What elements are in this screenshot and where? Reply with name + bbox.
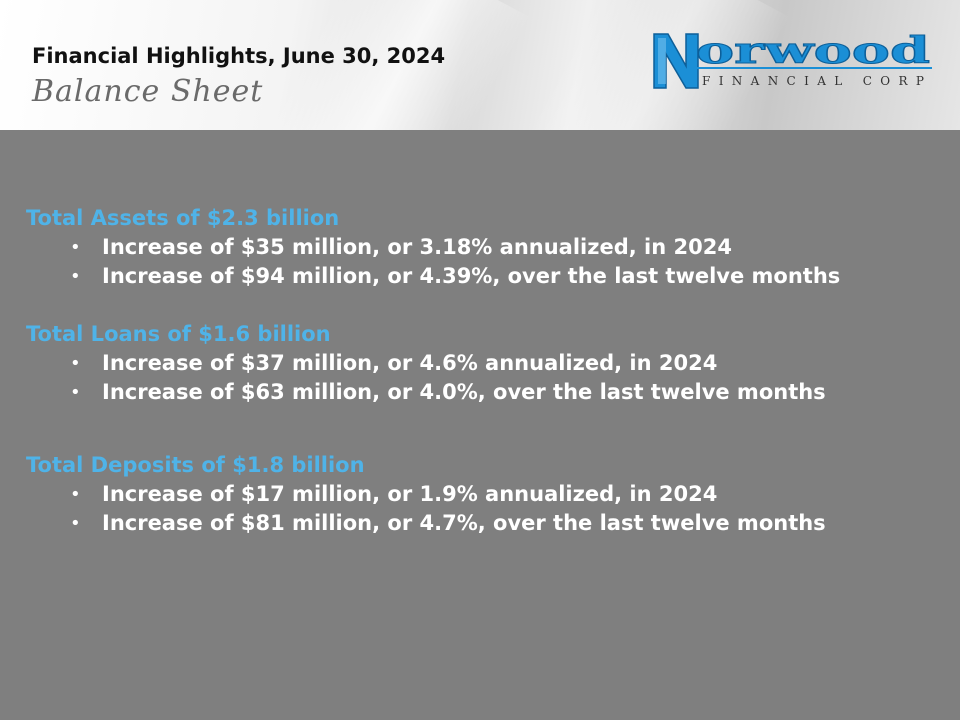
norwood-logo-graphic: orwood FINANCIAL CORP	[653, 32, 932, 89]
slide-content: Total Assets of $2.3 billion • Increase o…	[26, 204, 946, 538]
bullet-text: Increase of $17 million, or 1.9% annuali…	[102, 482, 718, 506]
section-heading: Total Assets of $2.3 billion	[26, 206, 340, 230]
section-spacer	[26, 407, 946, 451]
bullet-dot-icon: •	[70, 266, 81, 287]
bullet-list: • Increase of $37 million, or 4.6% annual…	[26, 349, 946, 407]
bullet-item: • Increase of $81 million, or 4.7%, over …	[26, 509, 946, 538]
page-subtitle: Balance Sheet	[32, 74, 264, 109]
bullet-text: Increase of $81 million, or 4.7%, over t…	[102, 511, 826, 535]
logo-tagline: FINANCIAL CORP	[702, 74, 930, 88]
section-total-deposits: Total Deposits of $1.8 billion • Increase…	[26, 451, 946, 538]
section-total-assets: Total Assets of $2.3 billion • Increase o…	[26, 204, 946, 291]
bullet-item: • Increase of $37 million, or 4.6% annual…	[26, 349, 946, 378]
bullet-dot-icon: •	[70, 353, 81, 374]
bullet-dot-icon: •	[70, 237, 81, 258]
bullet-dot-icon: •	[70, 513, 81, 534]
logo-initial-mark	[653, 33, 699, 89]
bullet-item: • Increase of $17 million, or 1.9% annual…	[26, 480, 946, 509]
bullet-list: • Increase of $35 million, or 3.18% annua…	[26, 233, 946, 291]
bullet-text: Increase of $35 million, or 3.18% annual…	[102, 235, 732, 259]
slide-header: Financial Highlights, June 30, 2024 Bala…	[0, 0, 960, 130]
section-spacer	[26, 291, 946, 320]
page-title: Financial Highlights, June 30, 2024	[32, 44, 446, 68]
bullet-dot-icon: •	[70, 484, 81, 505]
section-total-loans: Total Loans of $1.6 billion • Increase of…	[26, 320, 946, 407]
bullet-text: Increase of $63 million, or 4.0%, over t…	[102, 380, 826, 404]
bullet-item: • Increase of $35 million, or 3.18% annua…	[26, 233, 946, 262]
bullet-item: • Increase of $94 million, or 4.39%, over…	[26, 262, 862, 291]
bullet-list: • Increase of $17 million, or 1.9% annual…	[26, 480, 946, 538]
logo-wordmark: orwood	[696, 32, 930, 72]
section-heading: Total Deposits of $1.8 billion	[26, 453, 365, 477]
section-heading: Total Loans of $1.6 billion	[26, 322, 331, 346]
bullet-text: Increase of $94 million, or 4.39%, over …	[102, 264, 841, 288]
bullet-dot-icon: •	[70, 382, 81, 403]
bullet-item: • Increase of $63 million, or 4.0%, over …	[26, 378, 946, 407]
norwood-logo: orwood FINANCIAL CORP	[652, 32, 934, 92]
bullet-text: Increase of $37 million, or 4.6% annuali…	[102, 351, 718, 375]
